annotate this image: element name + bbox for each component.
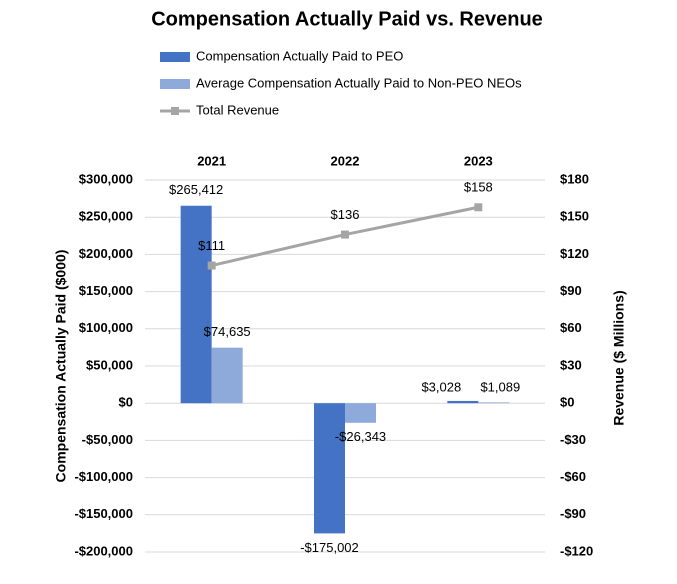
y-tick-label: $200,000 xyxy=(79,246,133,261)
bar xyxy=(180,205,212,404)
y-tick-label: -$50,000 xyxy=(82,432,133,447)
y2-tick-label: $180 xyxy=(560,171,589,186)
bar xyxy=(345,403,376,423)
legend-label: Average Compensation Actually Paid to No… xyxy=(196,75,522,90)
x-tick-label: 2023 xyxy=(464,153,493,168)
y-tick-label: $100,000 xyxy=(79,320,133,335)
legend-label: Compensation Actually Paid to PEO xyxy=(196,48,403,63)
data-label: $265,412 xyxy=(169,182,223,197)
y2-tick-label: $30 xyxy=(560,357,582,372)
bar xyxy=(314,403,345,534)
line-marker xyxy=(341,230,349,239)
y2-tick-label: $60 xyxy=(560,320,582,335)
y-tick-label: -$150,000 xyxy=(74,506,133,521)
data-label: -$175,002 xyxy=(300,540,359,555)
y2-axis-title: Revenue ($ Millions) xyxy=(611,290,627,425)
y-tick-label: $50,000 xyxy=(86,357,133,372)
x-tick-label: 2022 xyxy=(331,153,360,168)
y2-tick-label: $90 xyxy=(560,283,582,298)
data-label: $111 xyxy=(198,238,225,253)
y2-tick-label: -$120 xyxy=(560,543,593,558)
line-marker xyxy=(474,203,483,212)
y2-tick-label: -$30 xyxy=(560,432,586,447)
bar xyxy=(478,402,510,404)
legend-swatch xyxy=(160,52,190,62)
legend-swatch xyxy=(160,79,190,89)
bar xyxy=(211,347,243,404)
data-label: -$26,343 xyxy=(335,429,386,444)
y-axis-title: Compensation Actually Paid ($000) xyxy=(53,250,69,483)
data-label: $74,635 xyxy=(204,324,251,339)
data-label: $136 xyxy=(331,207,360,222)
data-label: $158 xyxy=(464,180,493,195)
data-label: $1,089 xyxy=(480,380,520,395)
y2-tick-label: $0 xyxy=(560,395,574,410)
x-tick-label: 2021 xyxy=(197,153,226,168)
legend-swatch xyxy=(171,107,179,115)
bar xyxy=(447,400,479,404)
line-marker xyxy=(207,261,216,270)
y2-tick-label: -$90 xyxy=(560,506,586,521)
legend-label: Total Revenue xyxy=(196,102,279,117)
data-label: $3,028 xyxy=(421,380,461,395)
y-tick-label: $150,000 xyxy=(79,283,133,298)
y-tick-label: -$200,000 xyxy=(74,543,133,558)
y2-tick-label: $150 xyxy=(560,209,589,224)
y2-tick-label: $120 xyxy=(560,246,589,261)
y-tick-label: $0 xyxy=(119,395,133,410)
y2-tick-label: -$60 xyxy=(560,469,586,484)
y-tick-label: $250,000 xyxy=(79,209,133,224)
y-tick-label: -$100,000 xyxy=(74,469,133,484)
chart-title: Compensation Actually Paid vs. Revenue xyxy=(151,8,543,30)
y-tick-label: $300,000 xyxy=(79,171,133,186)
